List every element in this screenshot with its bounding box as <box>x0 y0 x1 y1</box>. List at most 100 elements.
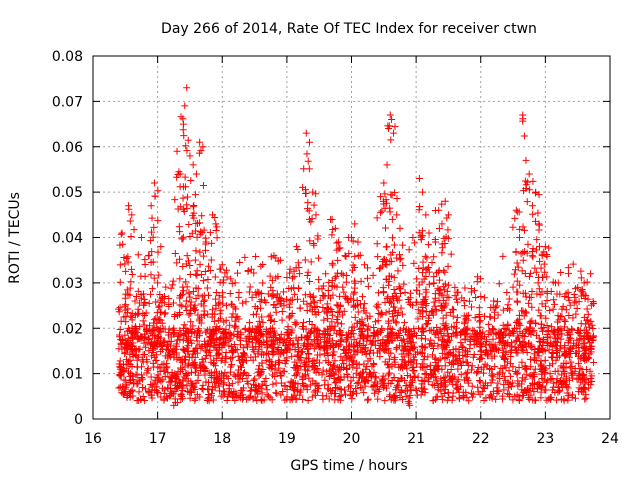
data-point <box>587 301 595 309</box>
data-point <box>348 395 356 403</box>
data-point <box>219 328 227 336</box>
data-point <box>584 310 592 318</box>
data-point <box>421 343 429 351</box>
data-point <box>402 392 410 400</box>
data-point <box>583 332 591 340</box>
data-point <box>384 122 392 130</box>
data-point <box>424 319 432 327</box>
data-point <box>200 226 208 234</box>
data-point <box>180 346 188 354</box>
data-point <box>400 280 408 288</box>
data-point <box>173 259 181 267</box>
data-point <box>390 129 398 137</box>
data-point <box>577 292 585 300</box>
data-point <box>438 365 446 373</box>
data-point <box>325 359 333 367</box>
data-point <box>167 353 175 361</box>
data-point <box>265 333 273 341</box>
data-point <box>267 365 275 373</box>
data-point <box>380 382 388 390</box>
data-point <box>431 236 439 244</box>
data-point <box>180 287 188 295</box>
data-point <box>408 301 416 309</box>
data-point <box>543 297 551 305</box>
data-point <box>215 316 223 324</box>
data-point <box>535 191 543 199</box>
data-point <box>255 372 263 380</box>
data-point <box>575 341 583 349</box>
data-point <box>443 214 451 222</box>
data-point <box>151 324 159 332</box>
data-point <box>565 311 573 319</box>
data-point <box>421 252 429 260</box>
data-point <box>501 324 509 332</box>
data-point <box>430 279 438 287</box>
data-point <box>246 283 254 291</box>
data-point <box>499 333 507 341</box>
data-point <box>351 313 359 321</box>
data-point <box>189 360 197 368</box>
data-point <box>573 326 581 334</box>
data-point <box>234 378 242 386</box>
data-point <box>453 378 461 386</box>
data-point <box>202 240 210 248</box>
data-point <box>582 366 590 374</box>
data-point <box>223 273 231 281</box>
data-point <box>352 385 360 393</box>
data-point <box>312 211 320 219</box>
data-point <box>306 237 314 245</box>
data-point <box>516 328 524 336</box>
data-point <box>186 301 194 309</box>
data-point <box>129 353 137 361</box>
data-point <box>485 341 493 349</box>
data-point <box>352 369 360 377</box>
data-point <box>360 378 368 386</box>
data-point <box>500 381 508 389</box>
data-point <box>232 372 240 380</box>
data-point <box>383 199 391 207</box>
data-point <box>385 393 393 401</box>
data-point <box>410 259 418 267</box>
data-point <box>518 342 526 350</box>
data-point <box>147 290 155 298</box>
data-point <box>476 317 484 325</box>
data-point <box>283 386 291 394</box>
data-point <box>535 306 543 314</box>
data-point <box>156 364 164 372</box>
data-point <box>430 298 438 306</box>
data-point <box>149 359 157 367</box>
data-point <box>197 228 205 236</box>
data-point <box>324 287 332 295</box>
data-point <box>524 385 532 393</box>
data-point <box>470 351 478 359</box>
data-point <box>201 354 209 362</box>
data-point <box>405 358 413 366</box>
data-point <box>299 374 307 382</box>
data-point <box>392 345 400 353</box>
data-point <box>543 321 551 329</box>
data-point <box>259 318 267 326</box>
data-point <box>201 368 209 376</box>
data-point <box>139 317 147 325</box>
data-point <box>305 165 313 173</box>
data-point <box>523 349 531 357</box>
data-point <box>155 303 163 311</box>
data-point <box>520 226 528 234</box>
data-point <box>451 292 459 300</box>
data-point <box>228 361 236 369</box>
data-point <box>277 371 285 379</box>
data-point <box>369 349 377 357</box>
data-point <box>363 274 371 282</box>
data-point <box>391 189 399 197</box>
data-point <box>266 358 274 366</box>
data-point <box>171 196 179 204</box>
data-point <box>464 358 472 366</box>
data-point <box>518 267 526 275</box>
data-point <box>503 289 511 297</box>
data-point <box>509 283 517 291</box>
data-point <box>357 277 365 285</box>
data-point <box>177 356 185 364</box>
data-point <box>137 395 145 403</box>
data-point <box>207 390 215 398</box>
data-point <box>529 245 537 253</box>
